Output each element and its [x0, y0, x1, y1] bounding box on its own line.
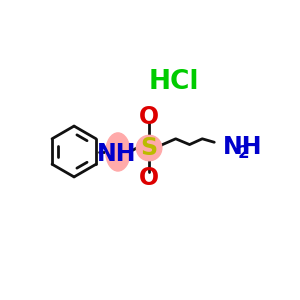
Circle shape — [136, 135, 162, 161]
Text: HCl: HCl — [148, 69, 199, 95]
Text: S: S — [141, 136, 158, 160]
Text: O: O — [139, 166, 159, 190]
Text: 2: 2 — [238, 144, 250, 162]
Text: NH: NH — [223, 135, 262, 159]
Text: NH: NH — [97, 142, 136, 166]
Text: O: O — [139, 105, 159, 129]
Ellipse shape — [106, 133, 130, 171]
